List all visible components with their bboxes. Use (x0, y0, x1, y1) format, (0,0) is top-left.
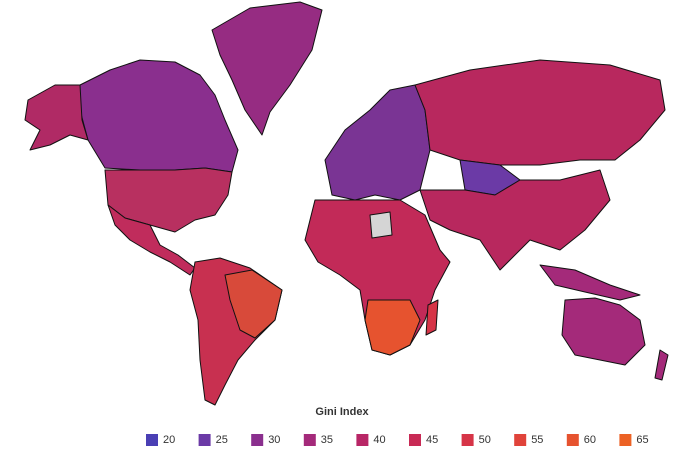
southern-africa (364, 299, 421, 356)
legend-swatch (251, 434, 264, 446)
legend-title: Gini Index (315, 406, 369, 418)
legend-label: 65 (636, 434, 648, 446)
legend-swatch (146, 434, 158, 446)
world-map (24, 1, 669, 406)
north-africa-gap (369, 211, 393, 239)
canada (79, 59, 239, 173)
legend-label: 45 (426, 434, 438, 446)
legend-label: 25 (216, 434, 228, 446)
legend-label: 30 (268, 434, 280, 446)
legend-label: 40 (373, 434, 385, 446)
russia (414, 59, 666, 166)
legend-swatch (409, 434, 421, 446)
alaska (24, 84, 89, 151)
legend-label: 55 (531, 434, 543, 446)
indonesia (539, 264, 641, 301)
legend-swatch (461, 434, 474, 446)
legend-label: 35 (321, 434, 333, 446)
legend-swatch (303, 434, 316, 446)
legend-swatch (356, 434, 369, 446)
brazil (224, 269, 283, 339)
greenland (211, 1, 323, 136)
central-america (107, 204, 196, 276)
europe (324, 84, 431, 201)
legend: 20 25 30 35 40 45 50 55 60 65 (146, 434, 649, 446)
legend-label: 60 (584, 434, 596, 446)
madagascar (425, 299, 439, 336)
south-asia (419, 169, 611, 271)
legend-swatch (514, 434, 527, 446)
legend-swatch (619, 434, 632, 446)
legend-label: 50 (479, 434, 491, 446)
legend-swatch (198, 434, 211, 446)
legend-swatch (566, 434, 579, 446)
new-zealand (654, 349, 669, 381)
australia (561, 297, 646, 366)
legend-label: 20 (163, 434, 175, 446)
